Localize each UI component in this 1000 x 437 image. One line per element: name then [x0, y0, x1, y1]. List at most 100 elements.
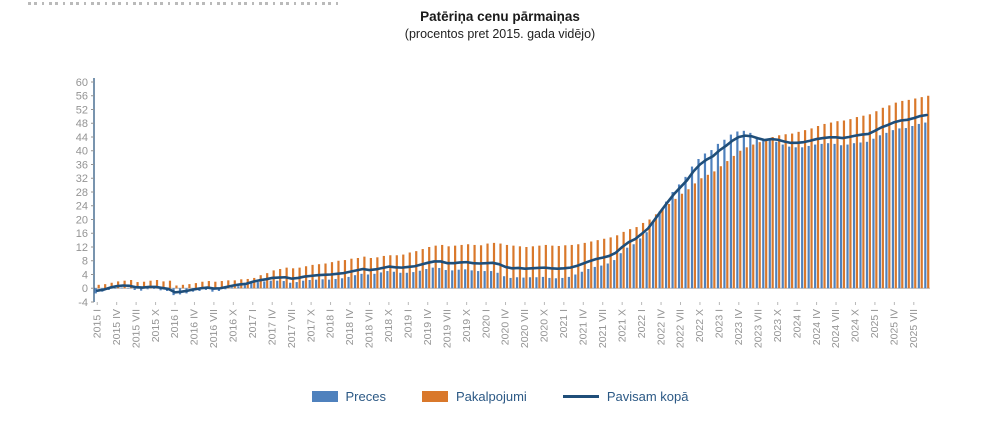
- bar: [127, 287, 130, 289]
- bar: [827, 143, 830, 289]
- bar: [250, 283, 253, 289]
- x-tick-label: 2017 IV: [266, 309, 278, 345]
- bar: [159, 288, 162, 291]
- bar: [648, 219, 651, 289]
- bar: [914, 98, 917, 289]
- bar: [755, 137, 758, 289]
- bar: [554, 278, 558, 289]
- bar: [392, 271, 395, 289]
- bar: [596, 240, 599, 289]
- x-tick-label: 2022 I: [636, 309, 648, 338]
- bar: [690, 166, 694, 289]
- bar: [917, 123, 920, 289]
- bar: [739, 150, 742, 289]
- bar: [726, 161, 729, 289]
- bar: [907, 99, 910, 289]
- x-tick-label: 2015 X: [150, 309, 162, 342]
- x-tick-label: 2021 I: [558, 309, 570, 338]
- bar: [677, 184, 681, 289]
- bar: [441, 244, 444, 289]
- bar: [438, 267, 441, 289]
- bar: [308, 280, 311, 289]
- bar: [732, 155, 735, 289]
- bar: [376, 257, 379, 289]
- bar: [353, 275, 357, 289]
- bar: [243, 285, 246, 289]
- bar: [327, 279, 331, 289]
- x-tick-label: 2024 X: [850, 309, 862, 342]
- x-tick-label: 2016 IV: [189, 309, 201, 345]
- bar: [230, 287, 233, 289]
- bar: [142, 281, 146, 289]
- x-tick-label: 2018 IV: [344, 309, 356, 345]
- bar: [710, 150, 713, 289]
- bar: [415, 251, 418, 289]
- bar: [784, 134, 787, 289]
- bar: [382, 255, 385, 289]
- x-tick-label: 2020 X: [539, 309, 551, 342]
- x-tick-label: 2016 X: [228, 309, 240, 342]
- bar: [749, 132, 752, 289]
- bar: [140, 288, 143, 291]
- bar: [590, 241, 593, 289]
- bar: [898, 128, 901, 289]
- bar: [110, 282, 113, 289]
- bar: [256, 282, 259, 289]
- bar: [447, 246, 450, 289]
- x-tick-label: 2024 VII: [830, 309, 842, 348]
- y-tick-label: 44: [76, 132, 88, 144]
- bar: [444, 270, 447, 289]
- bar: [885, 132, 888, 289]
- bar: [97, 284, 100, 289]
- bar: [603, 238, 606, 289]
- bar: [855, 117, 859, 289]
- bar: [697, 159, 700, 289]
- bar: [920, 97, 923, 289]
- bar: [868, 114, 871, 289]
- bar: [583, 242, 586, 289]
- bar: [557, 245, 560, 289]
- bar: [693, 183, 697, 289]
- x-tick-label: 2025 IV: [889, 309, 901, 345]
- bar: [719, 166, 722, 289]
- bar: [872, 138, 875, 289]
- bar: [775, 141, 778, 289]
- x-tick-label: 2024 I: [791, 309, 803, 338]
- bar: [810, 128, 813, 289]
- bar: [745, 147, 748, 289]
- bar: [781, 144, 784, 289]
- pavisam-kopa-line-swatch: [562, 394, 599, 399]
- bar: [671, 192, 674, 289]
- bar: [609, 237, 612, 289]
- bar: [227, 280, 230, 289]
- bar: [622, 231, 625, 289]
- bar: [752, 144, 755, 289]
- bar: [736, 131, 739, 289]
- bar: [836, 121, 839, 289]
- x-axis-labels: 2015 I 2015 IV 2015 VII 2015 X 2016 I 2016 IV…: [91, 302, 920, 348]
- bar: [632, 244, 635, 289]
- y-tick-label: 24: [76, 201, 88, 213]
- legend-label-pavisam-kopa: Pavisam kopā: [606, 389, 689, 404]
- bar: [282, 281, 285, 289]
- bar: [155, 280, 159, 289]
- bar: [778, 135, 781, 289]
- bar: [639, 238, 642, 289]
- bar: [551, 245, 554, 289]
- bar: [496, 272, 499, 289]
- y-tick-label: 12: [76, 242, 88, 254]
- x-tick-label: 2018 I: [325, 309, 337, 338]
- bar: [220, 281, 223, 289]
- bar: [136, 282, 139, 289]
- bar: [373, 273, 376, 289]
- bar: [263, 281, 266, 289]
- chart-legend: Preces Pakalpojumi Pavisam kopā: [0, 389, 1000, 404]
- bar: [321, 279, 324, 289]
- bar: [492, 242, 496, 289]
- bar: [716, 143, 720, 289]
- y-tick-label: 4: [82, 269, 88, 281]
- bar: [379, 272, 383, 289]
- bar: [652, 221, 655, 289]
- bar: [431, 267, 434, 289]
